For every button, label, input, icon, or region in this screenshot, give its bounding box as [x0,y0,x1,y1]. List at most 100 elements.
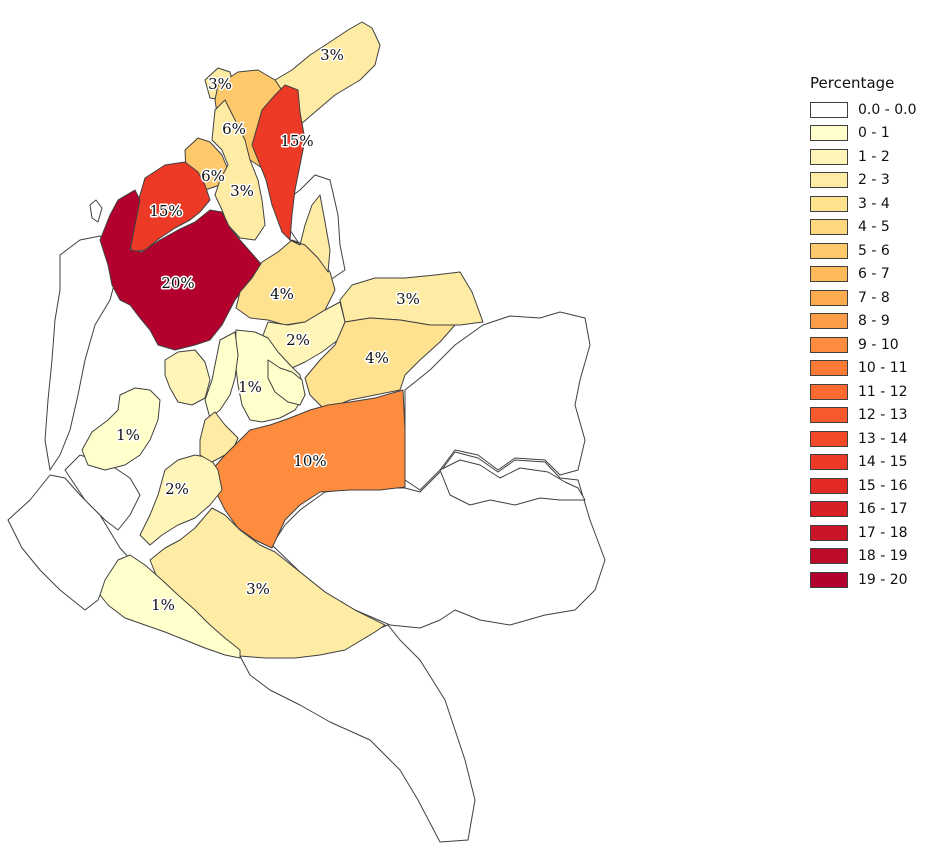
legend-swatch [810,360,848,377]
legend-label: 14 - 15 [858,454,908,471]
label-valle: 1% [116,426,140,444]
legend-item: 0 - 1 [810,122,932,146]
region-tolima-north [199,411,239,463]
label-la-guajira: 3% [320,46,344,64]
legend-item: 10 - 11 [810,357,932,381]
label-santander: 4% [270,285,294,303]
legend-label: 10 - 11 [858,360,908,377]
region-white-islands [89,199,103,223]
legend-label: 9 - 10 [858,336,899,353]
legend-item: 6 - 7 [810,263,932,287]
legend-item: 12 - 13 [810,404,932,428]
legend-item: 1 - 2 [810,145,932,169]
legend-label: 2 - 3 [858,172,890,189]
legend-swatch [810,477,848,494]
legend-label: 13 - 14 [858,430,908,447]
legend-label: 11 - 12 [858,383,908,400]
legend-item: 9 - 10 [810,333,932,357]
legend-label: 19 - 20 [858,571,908,588]
legend-swatch [810,195,848,212]
legend-swatch [810,524,848,541]
legend-item: 3 - 4 [810,192,932,216]
legend-swatch [810,501,848,518]
legend-swatch [810,571,848,588]
label-huila: 2% [165,480,189,498]
legend-item: 11 - 12 [810,380,932,404]
no-data-regions [7,174,606,843]
legend-label: 3 - 4 [858,195,890,212]
legend-swatch [810,101,848,118]
region-labels: 3% 3% 6% 15% 6% 3% 15% 20% 4% 3% 2% 4% 1… [115,45,422,616]
legend-item: 14 - 15 [810,451,932,475]
legend-item: 0.0 - 0.0 [810,98,932,122]
legend-item: 7 - 8 [810,286,932,310]
region-cesar [251,84,306,241]
region-bolivar [211,99,266,241]
legend-swatch [810,548,848,565]
legend-swatch [810,266,848,283]
legend-swatch [810,289,848,306]
legend-label: 7 - 8 [858,289,890,306]
legend-item: 8 - 9 [810,310,932,334]
legend-swatch [810,430,848,447]
label-atlantico: 3% [208,75,232,93]
legend-label: 12 - 13 [858,407,908,424]
region-casanare [304,317,456,411]
label-cundinamarca: 1% [238,378,262,396]
legend-swatch [810,172,848,189]
legend-item: 18 - 19 [810,545,932,569]
map-canvas: 3% 3% 6% 15% 6% 3% 15% 20% 4% 3% 2% 4% 1… [7,21,606,843]
legend-item: 5 - 6 [810,239,932,263]
label-bolivar: 3% [230,182,254,200]
label-boyaca: 2% [286,331,310,349]
label-cesar: 15% [280,132,313,150]
region-valle [81,387,161,471]
region-white-central-east [439,459,586,506]
region-white-east-plains [404,311,591,491]
legend-swatch [810,407,848,424]
label-meta: 10% [293,452,326,470]
region-quindio [164,349,211,406]
label-cordoba: 15% [149,202,182,220]
legend-title: Percentage [810,74,895,92]
map-legend: Percentage 0.0 - 0.0 0 - 1 1 - 2 2 - 3 3 - 4… [810,74,932,592]
legend-label: 6 - 7 [858,266,890,283]
legend-item: 13 - 14 [810,427,932,451]
legend-list: 0.0 - 0.0 0 - 1 1 - 2 2 - 3 3 - 4 4 - 5 5 - 6 6… [810,98,932,592]
legend-label: 18 - 19 [858,548,908,565]
legend-label: 1 - 2 [858,148,890,165]
legend-swatch [810,313,848,330]
legend-label: 16 - 17 [858,501,908,518]
legend-swatch [810,242,848,259]
legend-item: 2 - 3 [810,169,932,193]
legend-label: 5 - 6 [858,242,890,259]
legend-label: 8 - 9 [858,313,890,330]
label-putumayo: 1% [151,596,175,614]
region-risaralda [267,359,306,406]
choropleth-map: 3% 3% 6% 15% 6% 3% 15% 20% 4% 3% 2% 4% 1… [7,21,606,843]
legend-swatch [810,148,848,165]
legend-label: 4 - 5 [858,219,890,236]
data-regions [81,21,484,659]
label-caqueta: 3% [246,580,270,598]
legend-swatch [810,125,848,142]
legend-swatch [810,454,848,471]
legend-swatch [810,336,848,353]
legend-label: 0.0 - 0.0 [858,101,917,118]
label-sucre: 6% [201,167,225,185]
legend-label: 17 - 18 [858,524,908,541]
legend-swatch [810,219,848,236]
legend-item: 17 - 18 [810,521,932,545]
legend-item: 16 - 17 [810,498,932,522]
legend-item: 15 - 16 [810,474,932,498]
label-magdalena: 6% [222,120,246,138]
region-caldas [204,331,239,419]
label-antioquia: 20% [161,274,194,292]
region-meta [211,389,406,549]
label-arauca: 3% [396,290,420,308]
region-putumayo [99,554,241,659]
label-casanare: 4% [365,349,389,367]
legend-label: 0 - 1 [858,125,890,142]
legend-label: 15 - 16 [858,477,908,494]
legend-swatch [810,383,848,400]
